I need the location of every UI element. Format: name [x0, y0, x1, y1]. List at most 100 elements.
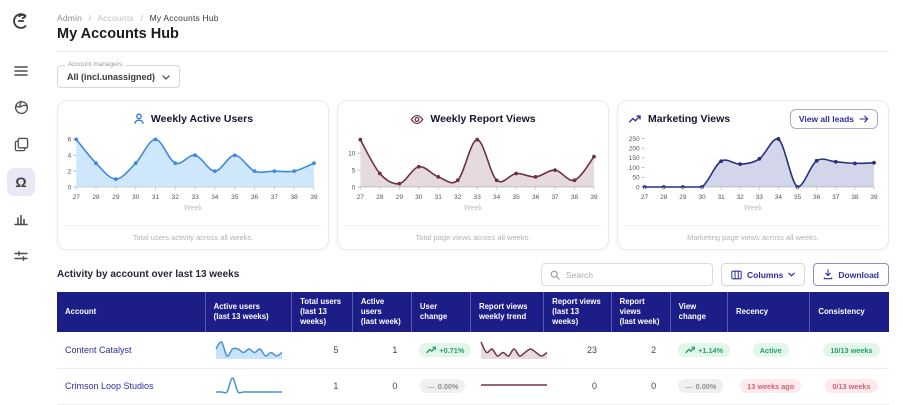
- svg-text:31: 31: [152, 194, 160, 201]
- search-box[interactable]: [541, 263, 714, 286]
- svg-text:28: 28: [376, 194, 384, 201]
- breadcrumb-current: My Accounts Hub: [149, 13, 219, 23]
- status-badge: +0.71%: [419, 343, 472, 358]
- svg-text:32: 32: [172, 194, 180, 201]
- page-title: My Accounts Hub: [57, 26, 889, 52]
- account-managers-value: All (incl.unassigned): [67, 72, 156, 82]
- x-axis-label: Week: [464, 205, 482, 212]
- download-icon: [824, 269, 833, 280]
- column-header: Report views weekly trend: [469, 292, 544, 333]
- weekly-report-views-card: Weekly Report Views 0 5 10 27 28 29 30 31 32 33 34…: [337, 100, 609, 250]
- account-link[interactable]: Crimson Loop Studios: [65, 381, 154, 392]
- svg-text:38: 38: [571, 194, 579, 201]
- account-link[interactable]: Content Catalyst: [65, 345, 132, 356]
- trend-up-icon: [685, 346, 696, 354]
- logo-icon[interactable]: [8, 8, 34, 34]
- column-header: View change: [669, 292, 728, 333]
- svg-text:37: 37: [551, 194, 559, 201]
- status-badge: 0/13 weeks: [825, 379, 878, 394]
- accounts-table: Account Active users (last 13 weeks) Total…: [57, 292, 889, 405]
- svg-text:29: 29: [112, 194, 120, 201]
- status-badge: —0.00%: [420, 379, 466, 394]
- svg-text:38: 38: [291, 194, 299, 201]
- filter-row: Account managers All (incl.unassigned): [57, 61, 889, 88]
- column-header: Active users (last 13 weeks): [204, 292, 292, 333]
- windows-icon[interactable]: [7, 131, 35, 159]
- svg-text:10: 10: [348, 151, 356, 158]
- svg-text:31: 31: [435, 194, 443, 201]
- globe-icon[interactable]: [7, 94, 35, 122]
- svg-text:36: 36: [251, 194, 259, 201]
- sparkline: [215, 341, 283, 360]
- card-caption: Total page views across all weeks.: [344, 225, 602, 249]
- weekly-active-users-card: Weekly Active Users 0 2 4 6 27 28 29 30 31 32 33 34…: [57, 100, 329, 250]
- svg-text:27: 27: [73, 194, 81, 201]
- tune-icon[interactable]: [7, 242, 35, 270]
- svg-text:5: 5: [352, 167, 356, 174]
- account-managers-select[interactable]: Account managers All (incl.unassigned): [57, 61, 181, 88]
- breadcrumb: Admin / Accounts / My Accounts Hub: [57, 13, 219, 23]
- svg-text:30: 30: [698, 194, 706, 201]
- view-all-leads-button[interactable]: View all leads: [789, 109, 878, 129]
- svg-text:33: 33: [474, 194, 482, 201]
- svg-text:34: 34: [775, 194, 783, 201]
- table-toolbar: Activity by account over last 13 weeks C…: [57, 263, 889, 286]
- svg-text:0: 0: [352, 184, 356, 191]
- chart-cards: Weekly Active Users 0 2 4 6 27 28 29 30 31 32 33 34…: [57, 100, 889, 250]
- card-title: Weekly Report Views: [430, 113, 536, 125]
- weekly-active-users-chart: 0 2 4 6 27 28 29 30 31 32 33 34 35 36 37 38 39: [68, 137, 318, 201]
- svg-text:38: 38: [851, 194, 859, 201]
- search-input[interactable]: [566, 269, 697, 280]
- svg-text:4: 4: [68, 153, 72, 160]
- trend-up-icon: [426, 346, 437, 354]
- chevron-down-icon: [788, 272, 796, 277]
- user-icon: [134, 113, 144, 124]
- sparkline: [480, 341, 548, 360]
- svg-text:35: 35: [513, 194, 521, 201]
- sidebar: Ω: [0, 0, 42, 405]
- table-row: Crimson Loop Studios 1 0—0.00% 0 0—0.00% 13 w…: [57, 368, 889, 405]
- svg-text:100: 100: [629, 165, 640, 172]
- sparkline: [481, 384, 548, 387]
- x-axis-label: Week: [744, 205, 762, 212]
- status-badge: 10/13 weeks: [823, 343, 880, 358]
- svg-text:0: 0: [68, 184, 72, 191]
- svg-text:30: 30: [132, 194, 140, 201]
- menu-icon[interactable]: [7, 57, 35, 85]
- svg-text:37: 37: [271, 194, 279, 201]
- card-title: Marketing Views: [648, 113, 731, 125]
- svg-text:200: 200: [629, 146, 640, 153]
- svg-text:36: 36: [813, 194, 821, 201]
- columns-icon: [731, 270, 742, 279]
- column-header: Report views (last week): [610, 292, 671, 333]
- account-managers-label: Account managers: [65, 61, 126, 68]
- svg-text:29: 29: [396, 194, 404, 201]
- breadcrumb-accounts[interactable]: Accounts: [97, 13, 134, 23]
- marketing-views-chart: 0 50 100 150 200 250 27 28 29 30 31 32 33 34 35 36 37 38 3…: [629, 136, 878, 201]
- svg-text:39: 39: [310, 194, 318, 201]
- svg-text:36: 36: [532, 194, 540, 201]
- svg-text:50: 50: [632, 175, 640, 182]
- svg-text:37: 37: [832, 194, 840, 201]
- download-button[interactable]: Download: [813, 263, 889, 286]
- column-header: User change: [410, 292, 471, 333]
- status-badge: +1.14%: [678, 343, 731, 358]
- x-axis-label: Week: [184, 205, 202, 212]
- svg-text:32: 32: [454, 194, 462, 201]
- svg-text:31: 31: [717, 194, 725, 201]
- svg-text:35: 35: [231, 194, 239, 201]
- card-caption: Marketing page views across all weeks.: [624, 225, 882, 249]
- column-header: Total users (last 13 weeks): [291, 292, 353, 333]
- svg-text:28: 28: [660, 194, 668, 201]
- columns-button[interactable]: Columns: [721, 263, 806, 286]
- arrow-right-icon: [859, 115, 869, 123]
- table-header: Account Active users (last 13 weeks) Total…: [57, 292, 889, 333]
- omega-icon[interactable]: Ω: [7, 167, 35, 196]
- breadcrumb-admin[interactable]: Admin: [57, 13, 83, 23]
- svg-text:250: 250: [629, 136, 640, 143]
- main-content: Admin / Accounts / My Accounts Hub My Ac…: [42, 0, 903, 405]
- svg-text:30: 30: [415, 194, 423, 201]
- bar-chart-icon[interactable]: [7, 205, 35, 233]
- svg-text:27: 27: [641, 194, 649, 201]
